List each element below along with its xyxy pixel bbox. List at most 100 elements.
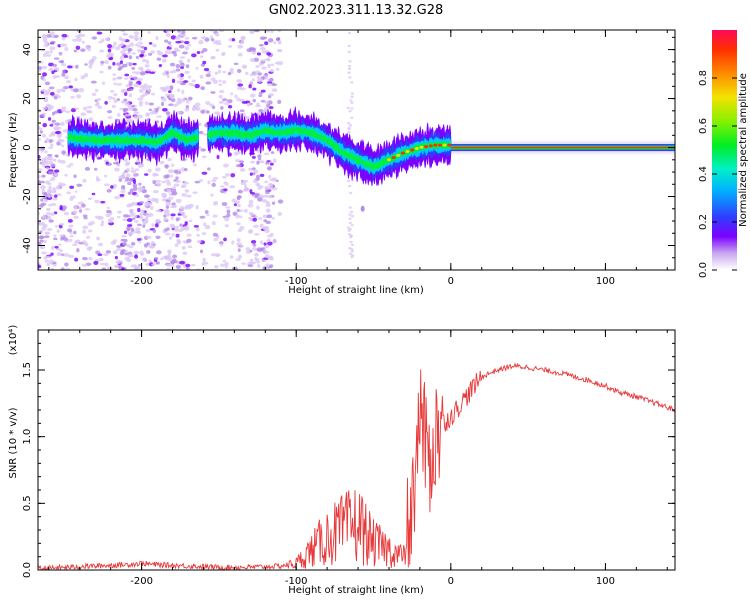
spectrogram-noise-speck [91, 36, 98, 40]
spectrogram-noise-speck [56, 88, 61, 94]
spectrogram-noise-speck [174, 36, 181, 40]
spectrogram-noise-speck [145, 235, 152, 239]
spectrogram-noise-speck [127, 191, 132, 195]
spectrogram-noise-speck [259, 173, 265, 178]
spectrogram-xtick-label: 0 [448, 276, 454, 287]
spectrogram-noise-speck [350, 179, 354, 182]
spectrogram-noise-speck [131, 66, 136, 70]
spectrogram-noise-speck [135, 229, 141, 234]
spectrogram-noise-speck [218, 241, 224, 245]
spectrogram-noise-speck [157, 51, 164, 56]
spectrogram-noise-speck [170, 260, 176, 265]
spectrogram-noise-speck [155, 200, 159, 204]
spectrogram-noise-speck [155, 35, 159, 41]
spectrogram-noise-speck [272, 187, 278, 191]
spectrogram-noise-speck [207, 70, 212, 74]
spectrogram-noise-speck [61, 72, 66, 77]
spectrogram-noise-speck [200, 55, 204, 59]
spectrogram-noise-speck [155, 120, 159, 124]
spectrogram-noise-speck [271, 216, 275, 220]
spectrogram-noise-speck [85, 235, 91, 239]
spectrogram-noise-speck [240, 181, 247, 186]
spectrogram-noise-speck [216, 154, 220, 160]
spectrogram-noise-speck [185, 263, 191, 268]
spectrogram-noise-speck [134, 34, 139, 38]
spectrogram-noise-speck [53, 234, 57, 237]
spectrogram-noise-speck [81, 203, 86, 208]
spectrogram-noise-speck [47, 117, 52, 121]
spectrogram-noise-speck [46, 255, 51, 259]
spectrogram-noise-speck [155, 261, 160, 265]
spectrogram-noise-speck [164, 85, 171, 90]
spectrogram-noise-speck [121, 185, 126, 190]
spectrogram-noise-speck [237, 52, 243, 57]
spectrogram-noise-speck [48, 185, 52, 190]
spectrogram-noise-speck [59, 207, 63, 211]
spectrogram-noise-speck [74, 190, 78, 193]
colorbar-tick-label: 0.2 [698, 214, 709, 230]
spectrogram-noise-speck [254, 252, 259, 256]
spectrogram-noise-speck [166, 213, 170, 217]
spectrogram-noise-speck [142, 93, 148, 97]
spectrogram-noise-speck [143, 46, 148, 51]
spectrogram-noise-speck [101, 38, 105, 43]
spectrogram-noise-speck [84, 208, 91, 211]
spectrogram-noise-speck [118, 178, 123, 182]
spectrogram-noise-speck [51, 245, 55, 250]
spectrogram-noise-speck [176, 74, 181, 78]
spectrogram-noise-speck [120, 238, 126, 242]
spectrogram-noise-speck [127, 48, 132, 53]
spectrogram-noise-speck [171, 224, 176, 229]
spectrogram-noise-speck [213, 177, 219, 180]
spectrogram-noise-speck [174, 47, 179, 51]
spectrogram-noise-speck [100, 200, 106, 204]
spectrogram-noise-speck [196, 233, 200, 237]
spectrogram-noise-speck [152, 180, 157, 185]
spectrogram-noise-speck [43, 40, 49, 45]
spectrogram-noise-speck [350, 116, 354, 119]
spectrogram-noise-speck [251, 156, 256, 159]
spectrogram-noise-speck [201, 171, 208, 175]
spectrogram-noise-speck [258, 91, 264, 95]
spectrogram-noise-speck [235, 258, 241, 261]
spectrogram-noise-speck [348, 252, 353, 256]
spectrogram-noise-speck [62, 129, 68, 133]
spectrogram-noise-speck [88, 117, 94, 122]
spectrogram-noise-speck [181, 212, 186, 215]
spectrogram-noise-speck [125, 44, 131, 49]
spectrogram-noise-speck [128, 93, 133, 98]
spectrogram-noise-speck [73, 174, 77, 179]
spectrogram-noise-speck [124, 77, 129, 80]
spectrogram-noise-speck [249, 191, 256, 195]
spectrogram-noise-speck [350, 254, 355, 257]
spectrogram-noise-speck [128, 177, 134, 183]
spectrogram-noise-speck [166, 48, 171, 52]
spectrogram-noise-speck [176, 110, 182, 115]
spectrogram-ytick-label: 40 [22, 43, 33, 56]
spectrogram-noise-speck [266, 30, 271, 33]
spectrogram-noise-speck [266, 166, 272, 171]
spectrogram-noise-speck [47, 153, 53, 157]
spectrogram-noise-speck [161, 97, 167, 102]
spectrogram-noise-speck [168, 103, 174, 107]
spectrogram-noise-speck [83, 216, 88, 220]
spectrogram-noise-speck [158, 63, 162, 68]
spectrogram-noise-speck [43, 199, 47, 202]
spectrogram-noise-speck [239, 98, 245, 102]
spectrogram-noise-speck [188, 96, 193, 101]
spectrogram-noise-speck [130, 242, 136, 246]
spectrogram-noise-speck [49, 49, 53, 54]
spectrogram-noise-speck [80, 75, 86, 80]
spectrogram-noise-speck [38, 126, 41, 130]
spectrogram-noise-speck [38, 264, 42, 269]
spectrogram-noise-speck [59, 249, 63, 253]
spectrogram-noise-speck [142, 86, 148, 91]
spectrogram-noise-speck [180, 66, 185, 70]
spectrogram-noise-speck [121, 63, 128, 68]
spectrogram-ytick-label: 20 [22, 92, 33, 105]
spectrogram-noise-speck [350, 107, 354, 110]
spectrogram-noise-speck [107, 48, 112, 53]
spectrogram-noise-speck [137, 41, 144, 45]
spectrogram-noise-speck [126, 168, 131, 172]
